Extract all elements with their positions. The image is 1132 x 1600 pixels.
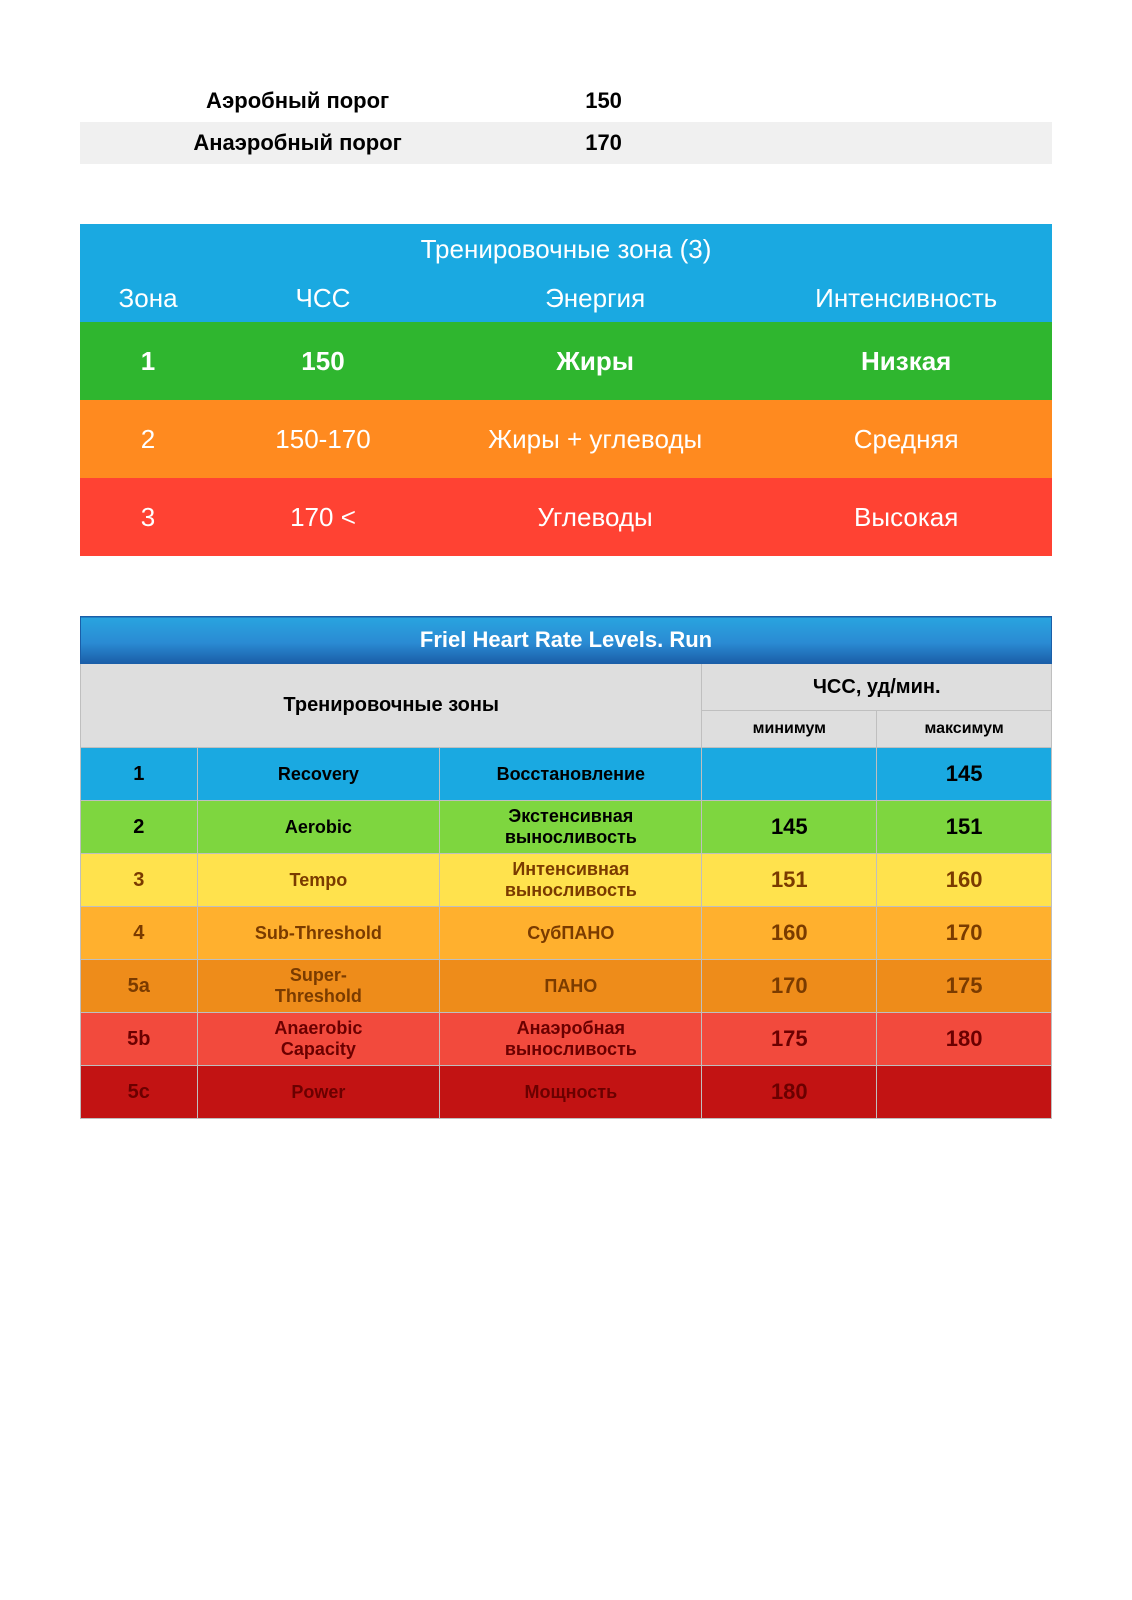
zones3-energy: Жиры + углеводы xyxy=(430,400,760,478)
friel-group-hr: ЧСС, уд/мин. xyxy=(702,664,1052,711)
friel-zone-max: 160 xyxy=(877,854,1052,907)
zones3-header: Интенсивность xyxy=(760,274,1052,322)
friel-zone-ru: Анаэробнаявыносливость xyxy=(440,1013,702,1066)
friel-zone-ru: Восстановление xyxy=(440,748,702,801)
friel-zone-eng: Recovery xyxy=(197,748,440,801)
friel-zone-ru: Интенсивнаявыносливость xyxy=(440,854,702,907)
friel-zone-row: 4 Sub-Threshold СубПАНО 160 170 xyxy=(81,907,1052,960)
friel-table: Friel Heart Rate Levels. Run Тренировочн… xyxy=(80,616,1052,1119)
zones3-intensity: Средняя xyxy=(760,400,1052,478)
friel-zone-max: 175 xyxy=(877,960,1052,1013)
zones3-zone: 3 xyxy=(80,478,216,556)
zones3-intensity: Высокая xyxy=(760,478,1052,556)
zones3-header: Энергия xyxy=(430,274,760,322)
friel-zone-min: 145 xyxy=(702,801,877,854)
zones3-table: Тренировочные зона (3) Зона ЧСС Энергия … xyxy=(80,224,1052,556)
zones3-header-row: Зона ЧСС Энергия Интенсивность xyxy=(80,274,1052,322)
friel-group-zones: Тренировочные зоны xyxy=(81,664,702,748)
friel-zone-row: 5a Super-Threshold ПАНО 170 175 xyxy=(81,960,1052,1013)
friel-zone-row: 5b AnaerobicCapacity Анаэробнаявыносливо… xyxy=(81,1013,1052,1066)
friel-zone-ru: Мощность xyxy=(440,1066,702,1119)
friel-zone-min: 180 xyxy=(702,1066,877,1119)
friel-zone-max xyxy=(877,1066,1052,1119)
zones3-zone: 2 xyxy=(80,400,216,478)
zones3-hr: 150 xyxy=(216,322,430,400)
friel-zone-row: 5c Power Мощность 180 xyxy=(81,1066,1052,1119)
friel-sub-min: минимум xyxy=(702,711,877,748)
friel-zone-id: 1 xyxy=(81,748,198,801)
zones3-header: Зона xyxy=(80,274,216,322)
friel-zone-id: 2 xyxy=(81,801,198,854)
thresholds-table: Аэробный порог 150 Анаэробный порог 170 xyxy=(80,80,1052,164)
threshold-label: Аэробный порог xyxy=(80,80,515,122)
friel-zone-min: 170 xyxy=(702,960,877,1013)
zones3-row: 3 170 < Углеводы Высокая xyxy=(80,478,1052,556)
friel-zone-eng: Power xyxy=(197,1066,440,1119)
threshold-value: 150 xyxy=(515,80,1052,122)
friel-group-row: Тренировочные зоны ЧСС, уд/мин. xyxy=(81,664,1052,711)
friel-zone-eng: Super-Threshold xyxy=(197,960,440,1013)
friel-zone-eng: Sub-Threshold xyxy=(197,907,440,960)
friel-zone-max: 145 xyxy=(877,748,1052,801)
zones3-row: 1 150 Жиры Низкая xyxy=(80,322,1052,400)
zones3-header: ЧСС xyxy=(216,274,430,322)
friel-zone-ru: Экстенсивнаявыносливость xyxy=(440,801,702,854)
friel-zone-id: 3 xyxy=(81,854,198,907)
friel-zone-row: 3 Tempo Интенсивнаявыносливость 151 160 xyxy=(81,854,1052,907)
zones3-energy: Жиры xyxy=(430,322,760,400)
zones3-title-row: Тренировочные зона (3) xyxy=(80,224,1052,274)
threshold-label: Анаэробный порог xyxy=(80,122,515,164)
threshold-row: Анаэробный порог 170 xyxy=(80,122,1052,164)
friel-zone-row: 1 Recovery Восстановление 145 xyxy=(81,748,1052,801)
zones3-hr: 150-170 xyxy=(216,400,430,478)
zones3-hr: 170 < xyxy=(216,478,430,556)
friel-zone-min: 160 xyxy=(702,907,877,960)
friel-zone-min: 175 xyxy=(702,1013,877,1066)
friel-zone-min: 151 xyxy=(702,854,877,907)
zones3-title: Тренировочные зона (3) xyxy=(80,224,1052,274)
friel-zone-id: 5c xyxy=(81,1066,198,1119)
friel-zone-eng: AnaerobicCapacity xyxy=(197,1013,440,1066)
friel-zone-row: 2 Aerobic Экстенсивнаявыносливость 145 1… xyxy=(81,801,1052,854)
threshold-value: 170 xyxy=(515,122,1052,164)
threshold-row: Аэробный порог 150 xyxy=(80,80,1052,122)
friel-zone-id: 5a xyxy=(81,960,198,1013)
friel-zone-max: 170 xyxy=(877,907,1052,960)
friel-sub-max: максимум xyxy=(877,711,1052,748)
friel-zone-max: 180 xyxy=(877,1013,1052,1066)
friel-zone-eng: Aerobic xyxy=(197,801,440,854)
friel-zone-ru: ПАНО xyxy=(440,960,702,1013)
friel-zone-eng: Tempo xyxy=(197,854,440,907)
friel-zone-ru: СубПАНО xyxy=(440,907,702,960)
zones3-energy: Углеводы xyxy=(430,478,760,556)
friel-zone-min xyxy=(702,748,877,801)
zones3-intensity: Низкая xyxy=(760,322,1052,400)
friel-zone-max: 151 xyxy=(877,801,1052,854)
zones3-row: 2 150-170 Жиры + углеводы Средняя xyxy=(80,400,1052,478)
zones3-zone: 1 xyxy=(80,322,216,400)
friel-zone-id: 5b xyxy=(81,1013,198,1066)
friel-title: Friel Heart Rate Levels. Run xyxy=(81,617,1052,664)
friel-title-row: Friel Heart Rate Levels. Run xyxy=(81,617,1052,664)
friel-zone-id: 4 xyxy=(81,907,198,960)
